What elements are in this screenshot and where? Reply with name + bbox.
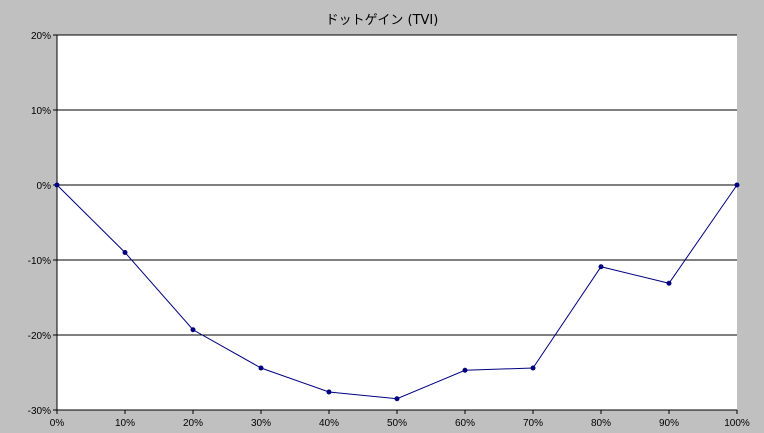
data-point <box>734 182 740 188</box>
gridlines <box>57 34 737 411</box>
y-tick-label: -30% <box>28 406 51 417</box>
x-tick-label: 50% <box>387 418 407 429</box>
x-tick-label: 10% <box>115 418 135 429</box>
axes <box>53 34 738 414</box>
y-tick-label: 0% <box>37 181 52 192</box>
x-tick-label: 70% <box>523 418 543 429</box>
y-tick-label: -10% <box>28 256 51 267</box>
chart-title: ドットゲイン (TVI) <box>325 13 439 28</box>
data-point <box>598 264 604 270</box>
series <box>54 182 740 402</box>
data-point <box>394 396 400 402</box>
data-point <box>666 280 672 286</box>
data-point <box>122 250 128 255</box>
y-tick-label: 10% <box>31 106 51 117</box>
x-tick-labels: 0% 10% 20% 30% 40% 50% 60% 70% 80% 90% 100% <box>50 418 750 429</box>
x-tick-label: 90% <box>659 418 679 429</box>
y-tick-label: -20% <box>28 331 51 342</box>
y-tick-labels: 20% 10% 0% -10% -20% -30% <box>28 31 51 417</box>
data-point <box>462 367 468 373</box>
x-tick-label: 60% <box>455 418 475 429</box>
x-tick-label: 40% <box>319 418 339 429</box>
x-tick-label: 20% <box>183 418 203 429</box>
data-point <box>326 389 332 395</box>
data-point <box>190 327 196 333</box>
x-tick-label: 80% <box>591 418 611 429</box>
x-tick-label: 100% <box>724 418 750 429</box>
data-point <box>258 365 264 371</box>
x-tick-label: 0% <box>50 418 65 429</box>
data-point <box>530 365 536 371</box>
y-tick-label: 20% <box>31 31 51 42</box>
plot-area <box>57 35 737 410</box>
x-tick-label: 30% <box>251 418 271 429</box>
data-point <box>54 182 60 188</box>
